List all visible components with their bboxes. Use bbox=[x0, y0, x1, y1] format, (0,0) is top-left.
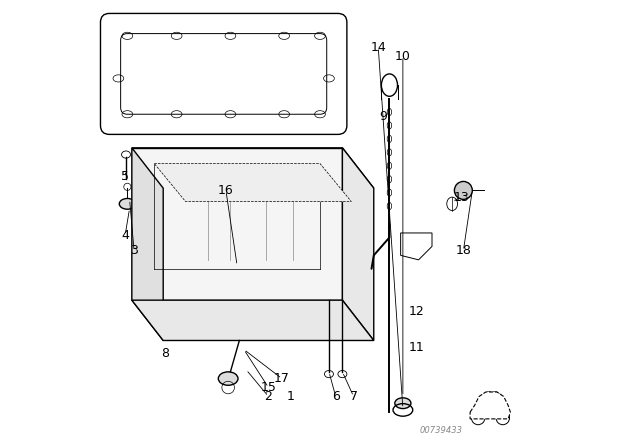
Text: 5: 5 bbox=[121, 170, 129, 184]
Text: 8: 8 bbox=[161, 347, 170, 361]
Text: 15: 15 bbox=[260, 381, 276, 394]
Polygon shape bbox=[132, 148, 374, 188]
Text: 10: 10 bbox=[395, 49, 411, 63]
Polygon shape bbox=[132, 300, 374, 340]
Text: 9: 9 bbox=[379, 110, 387, 123]
Polygon shape bbox=[401, 233, 432, 260]
Text: 13: 13 bbox=[453, 190, 469, 204]
Polygon shape bbox=[470, 392, 511, 419]
Polygon shape bbox=[132, 148, 163, 340]
Ellipse shape bbox=[218, 372, 238, 385]
Text: 16: 16 bbox=[218, 184, 234, 197]
Text: 3: 3 bbox=[130, 244, 138, 258]
Text: 18: 18 bbox=[456, 244, 471, 258]
Polygon shape bbox=[342, 148, 374, 340]
FancyBboxPatch shape bbox=[121, 34, 327, 114]
Text: 1: 1 bbox=[287, 390, 295, 403]
Text: 7: 7 bbox=[349, 390, 358, 403]
Text: 6: 6 bbox=[332, 390, 340, 403]
Ellipse shape bbox=[395, 398, 411, 409]
Text: 2: 2 bbox=[264, 390, 273, 403]
Text: 00739433: 00739433 bbox=[419, 426, 463, 435]
Polygon shape bbox=[132, 148, 342, 300]
Text: 17: 17 bbox=[274, 372, 290, 385]
Text: 4: 4 bbox=[121, 228, 129, 242]
Text: 12: 12 bbox=[408, 305, 424, 318]
Polygon shape bbox=[154, 164, 351, 202]
Text: 14: 14 bbox=[371, 40, 386, 54]
Ellipse shape bbox=[454, 181, 472, 199]
Text: 11: 11 bbox=[408, 340, 424, 354]
FancyBboxPatch shape bbox=[100, 13, 347, 134]
Ellipse shape bbox=[119, 198, 136, 209]
